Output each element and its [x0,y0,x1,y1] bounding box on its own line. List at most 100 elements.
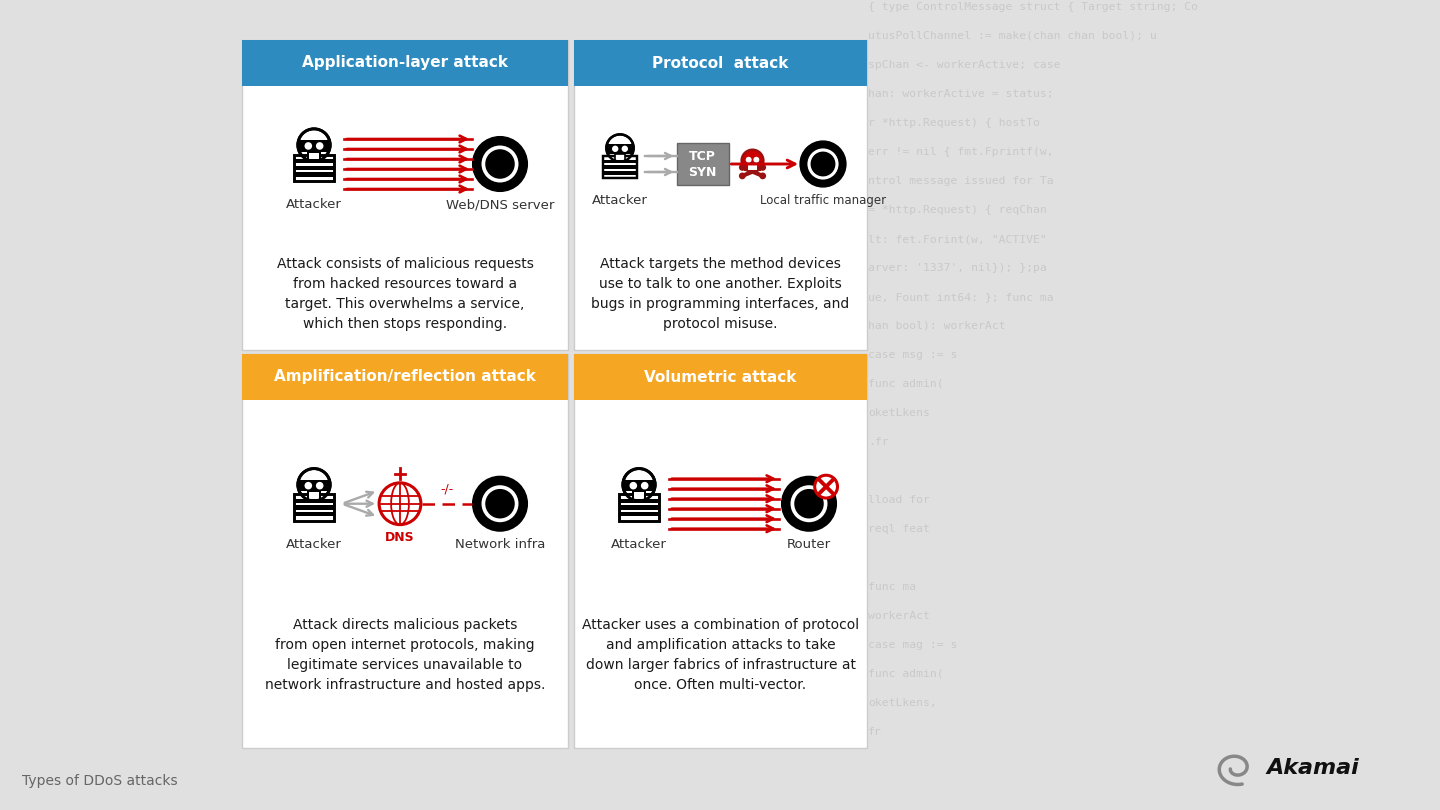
Text: Akamai: Akamai [1266,758,1359,778]
Circle shape [298,468,330,501]
Text: Amplification/reflection attack: Amplification/reflection attack [274,369,536,385]
Bar [294,512,334,516]
Circle shape [622,146,628,152]
Circle shape [480,484,520,524]
Text: Web/DNS server: Web/DNS server [446,198,554,211]
Text: .fr: .fr [868,437,888,447]
Bar [242,354,567,400]
Bar [308,492,320,501]
Text: Attacker: Attacker [287,538,341,551]
Circle shape [315,142,324,150]
Bar [294,499,334,503]
Text: r *http.Request) { hostTo: r *http.Request) { hostTo [868,118,1040,128]
Circle shape [759,173,766,179]
Text: han bool): workerAct: han bool): workerAct [868,321,1005,331]
Bar [603,171,636,175]
Text: Attacker uses a combination of protocol
and amplification attacks to take
down l: Attacker uses a combination of protocol … [582,618,860,692]
Circle shape [480,144,520,184]
Text: Attacker: Attacker [611,538,667,551]
Bar [603,165,636,169]
Circle shape [812,153,834,175]
Text: TCP: TCP [690,151,716,164]
Bar [603,156,636,178]
Bar [750,165,755,170]
Circle shape [802,497,815,510]
Text: han: workerActive = status;: han: workerActive = status; [868,89,1054,99]
Circle shape [796,490,822,517]
Text: ntrol message issued for Ta: ntrol message issued for Ta [868,176,1054,186]
Bar [298,140,330,151]
Circle shape [494,157,507,171]
Bar [634,492,645,501]
Circle shape [379,483,420,525]
Circle shape [474,477,527,531]
Text: err != nil { fmt.Fprintf(w,: err != nil { fmt.Fprintf(w, [868,147,1054,157]
Bar [615,154,625,162]
Text: SYN: SYN [688,165,717,178]
Bar [619,505,660,509]
Text: Protocol  attack: Protocol attack [652,56,789,70]
Bar [242,354,567,748]
Circle shape [739,164,746,171]
Circle shape [494,497,507,510]
Circle shape [818,159,828,169]
Circle shape [304,142,312,150]
Bar [575,40,867,86]
Bar [298,480,330,492]
Text: Attack targets the method devices
use to talk to one another. Exploits
bugs in p: Attack targets the method devices use to… [592,257,850,331]
Text: fr: fr [868,727,881,737]
Bar [624,480,655,492]
Bar [619,494,660,521]
Bar [619,499,660,503]
Bar [294,159,334,164]
Bar [308,151,320,161]
Circle shape [494,157,507,171]
Bar [744,163,760,170]
Text: Types of DDoS attacks: Types of DDoS attacks [22,774,177,788]
Circle shape [629,482,636,489]
Text: Volumetric attack: Volumetric attack [644,369,796,385]
Circle shape [746,157,752,163]
Circle shape [789,484,829,524]
Text: case msg := s: case msg := s [868,350,958,360]
Text: lt: fet.Forint(w, "ACTIVE": lt: fet.Forint(w, "ACTIVE" [868,234,1047,244]
Bar [294,505,334,509]
Circle shape [759,164,766,171]
Text: func admin(: func admin( [868,669,943,679]
Circle shape [474,138,527,190]
Bar [606,144,634,154]
Text: Network infra: Network infra [455,538,546,551]
Text: case mag := s: case mag := s [868,640,958,650]
Text: DNS: DNS [384,531,415,544]
Circle shape [624,468,655,501]
Text: reql feat: reql feat [868,524,930,534]
Bar [753,165,757,170]
Circle shape [739,173,746,179]
Circle shape [315,482,324,489]
Circle shape [606,134,634,162]
Circle shape [806,147,840,181]
Text: spChan <- workerActive; case: spChan <- workerActive; case [868,60,1060,70]
Bar [575,354,867,748]
Circle shape [782,477,835,531]
Text: Attacker: Attacker [592,194,648,207]
Text: = *http.Request) { reqChan: = *http.Request) { reqChan [868,205,1047,215]
Bar [242,40,567,350]
Circle shape [487,151,513,177]
Bar [575,354,867,400]
Text: -/-: -/- [441,483,454,496]
Text: Router: Router [786,538,831,551]
Text: Attack directs malicious packets
from open internet protocols, making
legitimate: Attack directs malicious packets from op… [265,618,546,692]
Bar [619,512,660,516]
Circle shape [742,150,763,172]
Text: oketLkens,: oketLkens, [868,698,937,708]
Bar [603,160,636,164]
Bar [294,166,334,170]
Bar [242,40,567,86]
Text: arver: '1337', nil}); };pa: arver: '1337', nil}); };pa [868,263,1047,273]
Text: { type ControlMessage struct { Target string; Co: { type ControlMessage struct { Target st… [868,2,1198,12]
Circle shape [818,159,828,169]
Text: Attack consists of malicious requests
from hacked resources toward a
target. Thi: Attack consists of malicious requests fr… [276,257,533,331]
Text: lload for: lload for [868,495,930,505]
Bar [747,165,752,170]
